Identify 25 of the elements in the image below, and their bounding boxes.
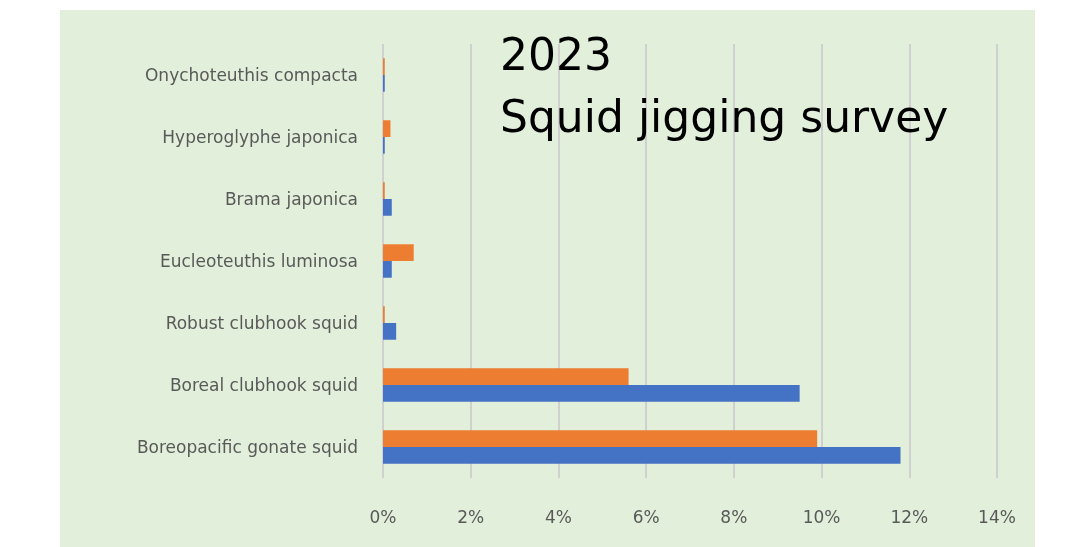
x-tick-label: 14%: [978, 506, 1016, 527]
x-tick-label: 8%: [720, 506, 748, 527]
y-tick-label: Robust clubhook squid: [165, 313, 358, 333]
y-tick-label: Brama japonica: [224, 189, 358, 209]
bar: [383, 447, 901, 464]
x-tick-label: 6%: [632, 506, 660, 527]
x-tick-label: 4%: [544, 506, 572, 527]
bar: [383, 385, 800, 402]
y-tick-label: Boreal clubhook squid: [169, 375, 358, 395]
bar: [383, 244, 414, 261]
bar: [383, 323, 397, 340]
bar: [383, 199, 392, 216]
chart-title: 2023 Squid jigging survey: [500, 28, 949, 142]
y-tick-label: Eucleoteuthis luminosa: [160, 251, 358, 271]
bar: [383, 368, 629, 385]
x-tick-label: 12%: [890, 506, 929, 527]
y-tick-label: Onychoteuthis compacta: [144, 65, 358, 85]
x-tick-label: 10%: [802, 506, 841, 527]
bar: [383, 120, 391, 137]
y-tick-label: Boreopacific gonate squid: [136, 437, 358, 457]
bar: [383, 261, 392, 278]
x-tick-label: 0%: [369, 506, 397, 527]
x-tick-label: 2%: [457, 506, 485, 527]
bar: [383, 430, 818, 447]
y-tick-label: Hyperoglyphe japonica: [162, 127, 358, 147]
